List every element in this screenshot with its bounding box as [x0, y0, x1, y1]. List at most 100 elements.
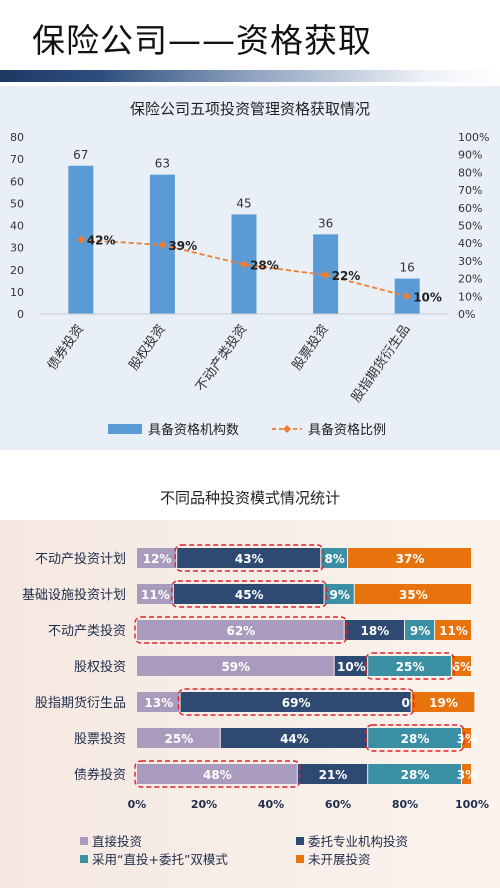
legend-swatch-bar — [108, 424, 142, 434]
x-axis-tick-label: 100% — [455, 798, 489, 811]
investment-mode-chart-panel: 不同品种投资模式情况统计 不动产投资计划 12% 43% 8% 37% 基础设施投资计划 11… — [0, 458, 500, 888]
segment-6-2 — [220, 728, 368, 748]
x-axis-category-label: 股指期货衍生品 — [348, 321, 413, 405]
y2-axis-tick-label: 10% — [458, 290, 482, 303]
qualification-chart: 保险公司五项投资管理资格获取情况 0 10 20 30 40 50 60 70 80 0% 10% 20… — [10, 100, 489, 438]
legend-swatch-1 — [80, 837, 88, 845]
x-axis-category-label: 债券投资 — [44, 321, 87, 373]
ratio-value-label: 28% — [250, 258, 279, 272]
segment-value-label: 18% — [360, 624, 389, 638]
y2-axis-tick-label: 0% — [458, 308, 475, 321]
y-axis-tick-label: 30 — [10, 242, 24, 255]
segment-value-label: 13% — [144, 696, 173, 710]
segment-3-1 — [137, 620, 344, 640]
segment-5-2 — [180, 692, 411, 712]
y-axis-tick-label: 50 — [10, 197, 24, 210]
legend-label-4: 未开展投资 — [308, 852, 371, 867]
segment-5-1 — [137, 692, 180, 712]
segment-value-label: 19% — [429, 696, 458, 710]
y-axis-tick-label: 60 — [10, 175, 24, 188]
y2-axis-tick-label: 70% — [458, 184, 482, 197]
segment-1-1 — [137, 548, 177, 568]
segment-2-3 — [324, 584, 354, 604]
segment-4-1 — [137, 656, 334, 676]
segment-value-label: 3% — [457, 732, 477, 746]
segment-value-label: 25% — [396, 660, 425, 674]
highlight-box-1 — [174, 544, 324, 572]
y-axis-tick-label: 20 — [10, 264, 24, 277]
bar-value-label: 36 — [318, 216, 333, 230]
segment-value-label: 12% — [143, 552, 172, 566]
category-label: 股权投资 — [74, 659, 126, 675]
segment-value-label: 11% — [141, 588, 170, 602]
segment-2-2 — [173, 584, 324, 604]
chart-title: 不同品种投资模式情况统计 — [160, 489, 340, 507]
x-axis-category-label: 不动产类投资 — [192, 321, 250, 394]
segment-1-3 — [321, 548, 348, 568]
category-label: 不动产类投资 — [48, 623, 126, 639]
qualification-chart-panel: 保险公司五项投资管理资格获取情况 0 10 20 30 40 50 60 70 80 0% 10% 20… — [0, 86, 500, 450]
segment-value-label: 62% — [226, 624, 255, 638]
segment-value-label: 6% — [452, 660, 472, 674]
ratio-point-3 — [240, 260, 248, 269]
ratio-line — [80, 238, 408, 298]
segment-7-4 — [461, 764, 471, 784]
bar-value-label: 63 — [155, 157, 170, 171]
ratio-point-2 — [158, 240, 167, 249]
bar-value-label: 16 — [400, 261, 415, 275]
ratio-value-label: 10% — [413, 290, 442, 304]
segment-6-4 — [461, 728, 471, 748]
segment-value-label: 3% — [457, 768, 477, 782]
chart-title: 保险公司五项投资管理资格获取情况 — [130, 100, 370, 118]
y2-axis-tick-label: 50% — [458, 220, 482, 233]
category-label: 股指期货衍生品 — [35, 695, 126, 711]
y2-axis-tick-label: 30% — [458, 255, 482, 268]
y2-axis-tick-label: 20% — [458, 273, 482, 286]
y-axis-tick-label: 10 — [10, 286, 24, 299]
x-axis-tick-label: 0% — [128, 798, 147, 811]
segment-4-2 — [334, 656, 368, 676]
bar-value-label: 45 — [236, 196, 251, 210]
y2-axis-tick-label: 100% — [458, 131, 489, 144]
legend-swatch-2 — [296, 837, 304, 845]
segment-value-label: 45% — [235, 588, 264, 602]
x-axis-tick-label: 80% — [392, 798, 418, 811]
segment-4-3 — [368, 656, 451, 676]
x-axis-tick-label: 40% — [258, 798, 284, 811]
ratio-point-1 — [76, 235, 85, 244]
segment-value-label: 25% — [165, 732, 194, 746]
segment-3-3 — [405, 620, 435, 640]
segment-value-label: 9% — [410, 624, 430, 638]
segment-value-label: 28% — [401, 768, 430, 782]
segment-6-3 — [368, 728, 461, 748]
y2-axis-tick-label: 60% — [458, 202, 482, 215]
segment-value-label: 8% — [324, 552, 344, 566]
segment-value-label: 59% — [221, 660, 250, 674]
segment-7-1 — [137, 764, 297, 784]
ratio-value-label: 42% — [87, 234, 116, 248]
x-axis-tick-label: 60% — [325, 798, 351, 811]
legend-label-1: 直接投资 — [92, 834, 142, 849]
category-label: 不动产投资计划 — [35, 551, 126, 567]
y-axis-tick-label: 70 — [10, 153, 24, 166]
ratio-value-label: 39% — [168, 239, 197, 253]
segment-value-label: 21% — [319, 768, 348, 782]
legend-swatch-marker — [283, 425, 291, 433]
segment-2-4 — [354, 584, 471, 604]
highlight-box-7 — [134, 760, 301, 788]
segment-value-label: 37% — [396, 552, 425, 566]
segment-1-4 — [348, 548, 471, 568]
legend-swatch-3 — [80, 855, 88, 863]
highlight-box-4 — [365, 652, 455, 680]
segment-value-label: 10% — [337, 660, 366, 674]
ratio-point-5 — [403, 292, 412, 301]
legend-label-2: 委托专业机构投资 — [308, 834, 408, 849]
segment-value-label: 35% — [399, 588, 428, 602]
category-label: 基础设施投资计划 — [22, 587, 126, 603]
y-axis-tick-label: 0 — [17, 308, 24, 321]
segment-7-2 — [297, 764, 368, 784]
segment-value-label: 44% — [280, 732, 309, 746]
page-title: 保险公司——资格获取 — [32, 21, 372, 60]
